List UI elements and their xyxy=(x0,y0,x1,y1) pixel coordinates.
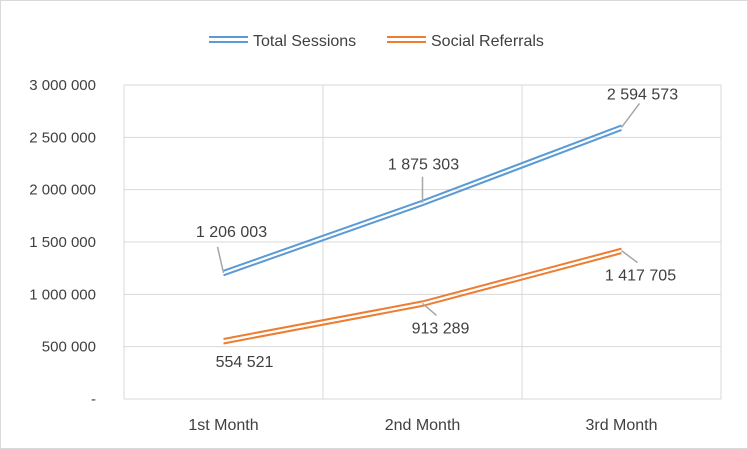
data-label: 1 417 705 xyxy=(605,268,676,285)
data-label: 2 594 573 xyxy=(607,86,678,103)
legend-label-social-referrals: Social Referrals xyxy=(431,33,544,50)
data-label-leader xyxy=(422,302,437,316)
y-tick-label: - xyxy=(91,391,96,408)
series-lines xyxy=(223,124,622,345)
x-tick-label: 3rd Month xyxy=(585,417,657,434)
gridlines xyxy=(123,84,722,400)
y-tick-label: 2 000 000 xyxy=(29,182,96,199)
y-tick-label: 3 000 000 xyxy=(29,77,96,94)
series-line-social-referrals-inner xyxy=(223,252,622,345)
data-label-leader xyxy=(216,246,225,273)
data-label-leader xyxy=(620,102,641,128)
data-label: 1 875 303 xyxy=(388,157,459,174)
x-tick-label: 2nd Month xyxy=(385,417,461,434)
data-labels: 1 206 003 1 875 303 2 594 573 554 521 913 28… xyxy=(196,86,678,371)
legend: Total Sessions Social Referrals xyxy=(209,33,544,50)
y-tick-label: 2 500 000 xyxy=(29,129,96,146)
y-tick-label: 1 500 000 xyxy=(29,234,96,251)
data-label-leader xyxy=(621,250,638,264)
data-label: 554 521 xyxy=(216,354,274,371)
data-label-leaders xyxy=(216,102,641,316)
data-label: 1 206 003 xyxy=(196,224,267,241)
legend-item-total-sessions: Total Sessions xyxy=(209,33,356,50)
legend-label-total-sessions: Total Sessions xyxy=(253,33,356,50)
y-axis: - 500 000 1 000 000 1 500 000 2 000 000 2 500… xyxy=(29,77,96,408)
x-axis: 1st Month 2nd Month 3rd Month xyxy=(188,417,657,434)
series-line-total-sessions-inner xyxy=(223,128,622,277)
series-line-social-referrals xyxy=(223,247,622,340)
x-tick-label: 1st Month xyxy=(188,417,258,434)
y-tick-label: 1 000 000 xyxy=(29,286,96,303)
data-label: 913 289 xyxy=(412,320,470,337)
y-tick-label: 500 000 xyxy=(42,339,96,356)
legend-item-social-referrals: Social Referrals xyxy=(387,33,544,50)
